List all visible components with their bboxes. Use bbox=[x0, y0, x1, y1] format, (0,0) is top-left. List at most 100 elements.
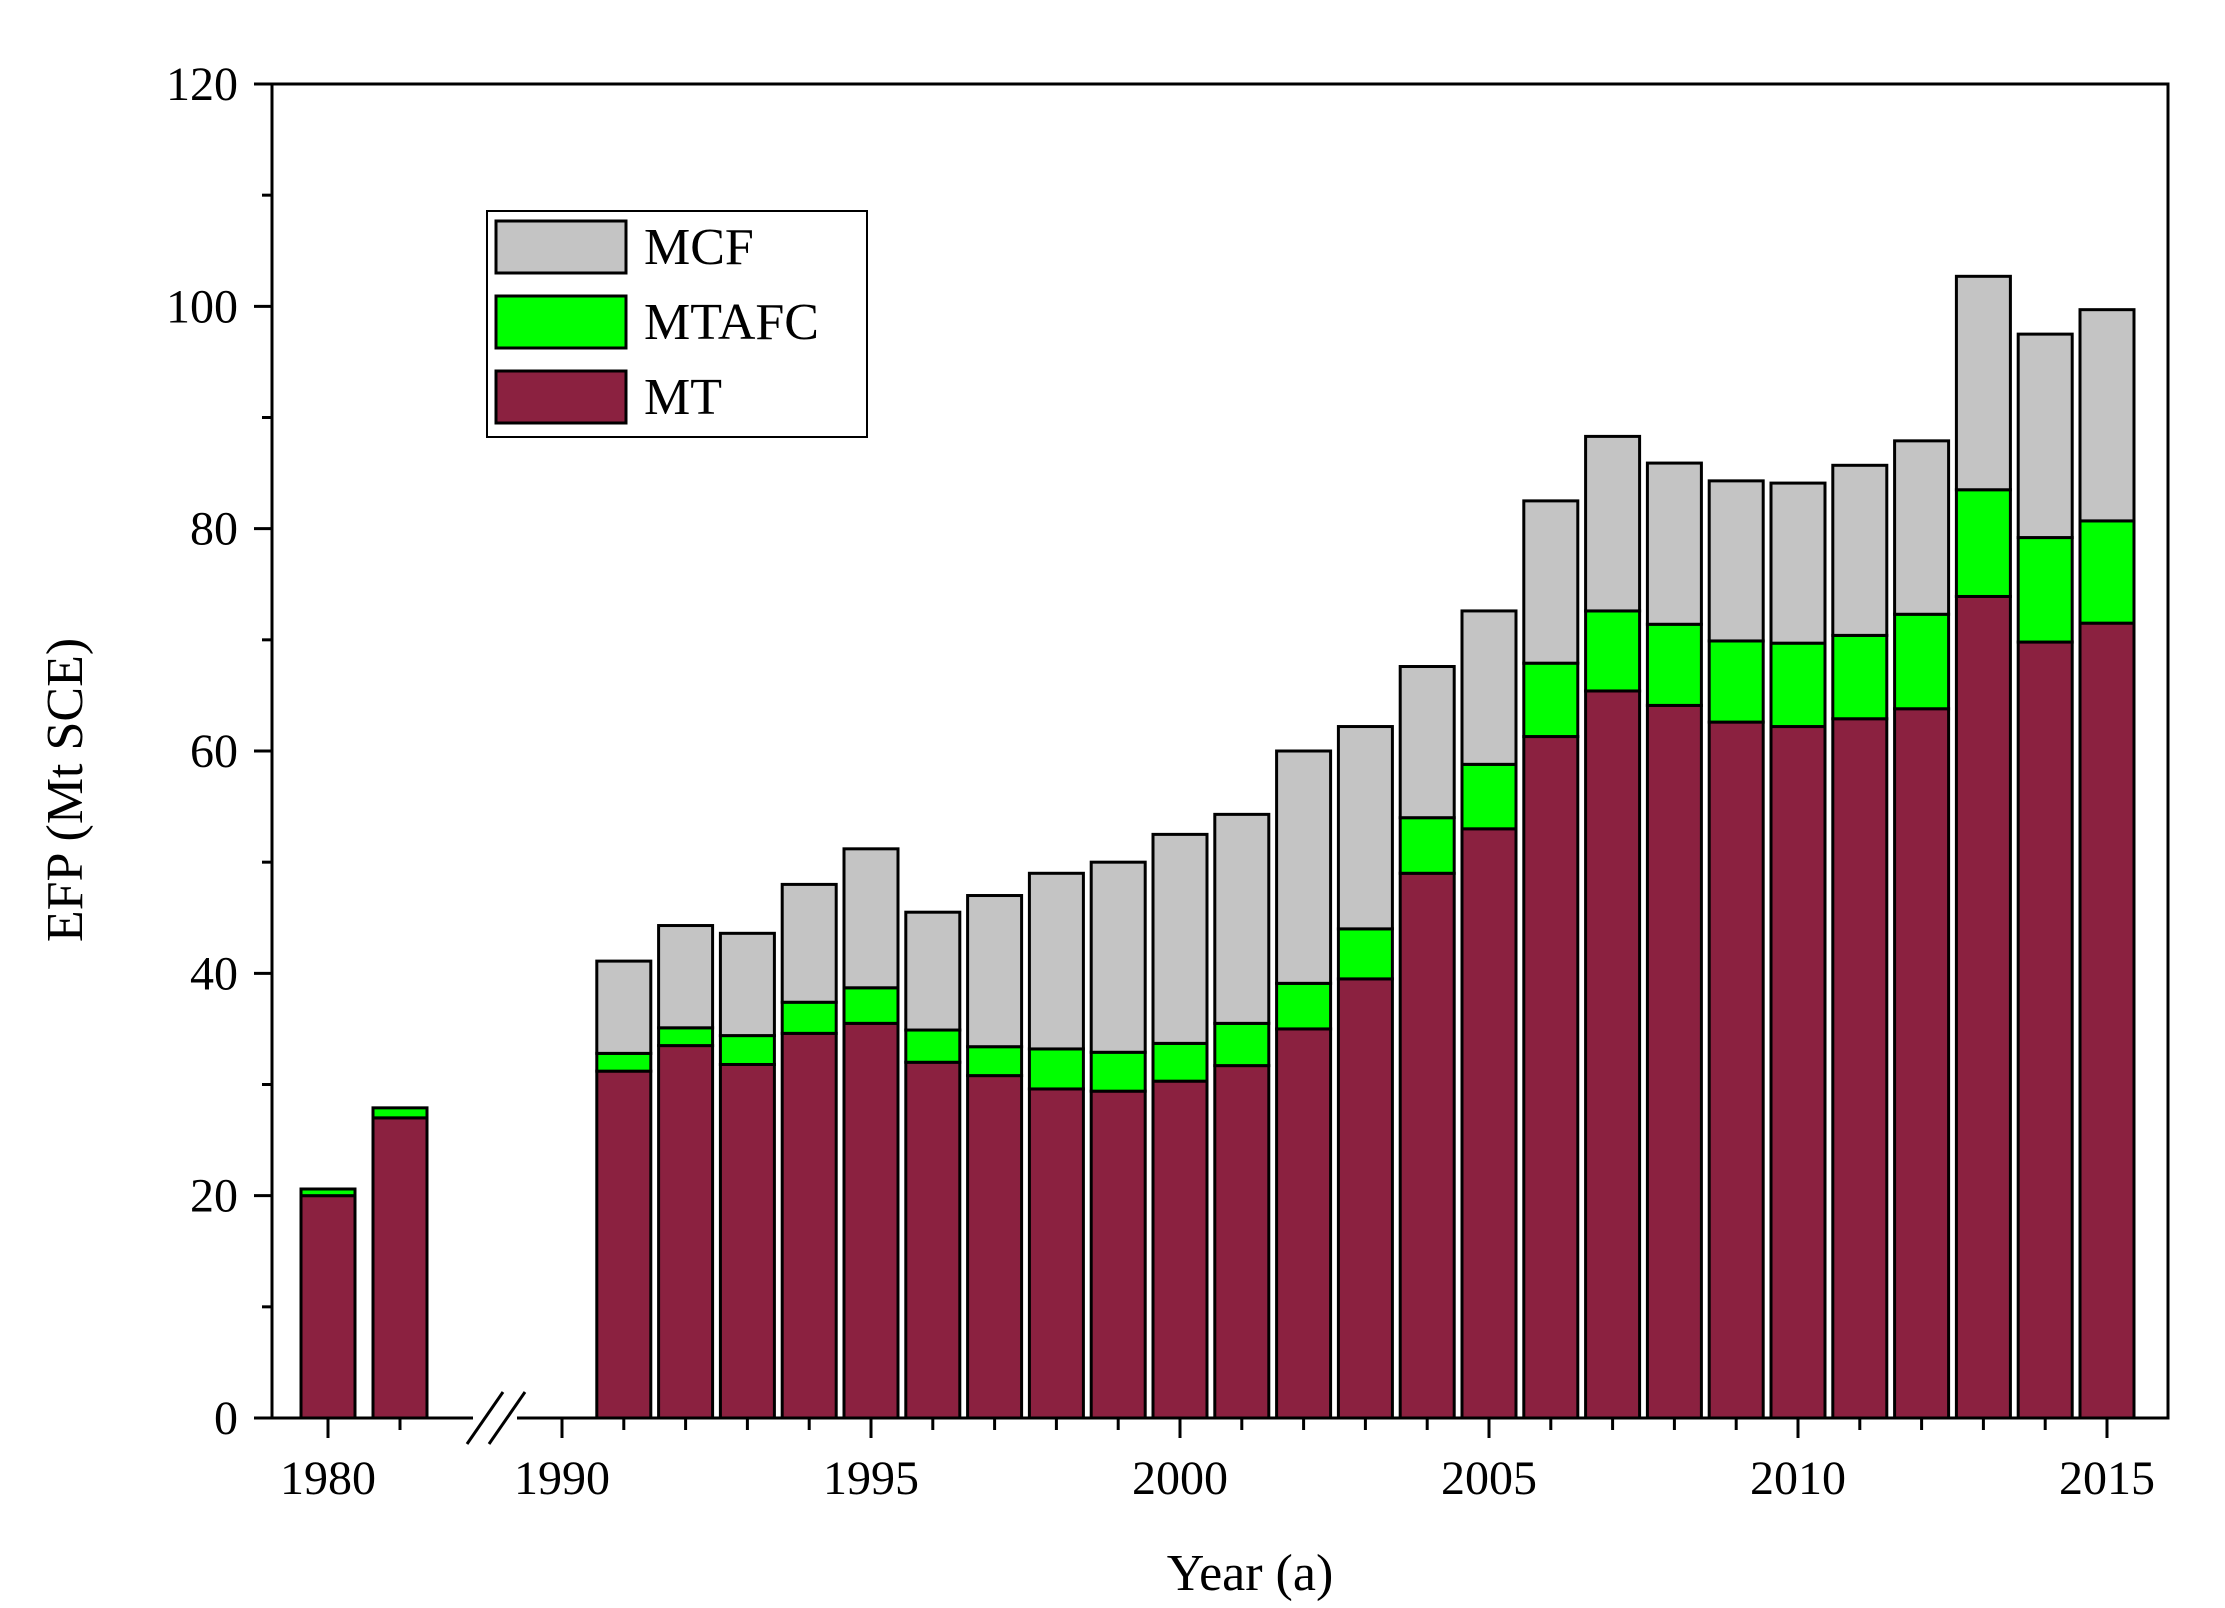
bar-mt-2004 bbox=[1398, 871, 1456, 1420]
bar-mtafc-1994 bbox=[780, 1000, 838, 1035]
bar-mtafc-2008 bbox=[1645, 622, 1703, 707]
bar-mcf-2015 bbox=[2078, 308, 2136, 523]
bar-mcf-2006 bbox=[1522, 499, 1580, 665]
bar-mtafc-1981 bbox=[371, 1106, 429, 1120]
bar-mcf-2002 bbox=[1275, 749, 1333, 985]
bar-mt-2014 bbox=[2016, 640, 2074, 1420]
x-tick-label-2005: 2005 bbox=[1441, 1452, 1537, 1505]
y-tick-label-80: 80 bbox=[190, 503, 238, 556]
bar-mtafc-2012 bbox=[1893, 612, 1951, 711]
x-tick-label-2010: 2010 bbox=[1750, 1452, 1846, 1505]
bar-mtafc-2003 bbox=[1336, 927, 1394, 981]
bar-mt-2005 bbox=[1460, 827, 1518, 1420]
x-tick-label-1980: 1980 bbox=[280, 1452, 376, 1505]
axis-break-mark-1 bbox=[465, 1391, 505, 1445]
bar-mt-1992 bbox=[657, 1044, 715, 1420]
bar-mt-2001 bbox=[1213, 1064, 1271, 1420]
bar-mtafc-2007 bbox=[1584, 609, 1642, 693]
axis-break-mark-2 bbox=[487, 1391, 527, 1445]
axes-layer: 0 20 40 60 80 100 120 1980 1990 1995 2000 2005 2010 2… bbox=[166, 58, 2170, 1505]
bar-mcf-1998 bbox=[1027, 871, 1085, 1051]
bar-mt-2008 bbox=[1645, 703, 1703, 1420]
bar-mt-2000 bbox=[1151, 1079, 1209, 1420]
bar-mtafc-1991 bbox=[595, 1051, 653, 1073]
legend-label-mtafc: MTAFC bbox=[644, 294, 819, 351]
bar-mt-1994 bbox=[780, 1031, 838, 1420]
bar-mt-1993 bbox=[718, 1062, 776, 1420]
bar-mcf-2005 bbox=[1460, 609, 1518, 766]
legend: MCF MTAFC MT bbox=[486, 210, 868, 438]
bar-mt-2010 bbox=[1769, 725, 1827, 1420]
bar-mtafc-2002 bbox=[1275, 981, 1333, 1031]
x-tick-label-1990: 1990 bbox=[514, 1452, 610, 1505]
bar-mcf-2007 bbox=[1584, 434, 1642, 613]
bar-mcf-1997 bbox=[966, 894, 1024, 1049]
bar-mcf-2014 bbox=[2016, 332, 2074, 540]
bar-mtafc-2009 bbox=[1707, 639, 1765, 724]
bar-mt-2007 bbox=[1584, 689, 1642, 1420]
bar-mcf-2010 bbox=[1769, 481, 1827, 645]
bar-mtafc-2006 bbox=[1522, 661, 1580, 739]
bar-mt-2006 bbox=[1522, 735, 1580, 1420]
bar-mcf-2008 bbox=[1645, 461, 1703, 626]
legend-label-mt: MT bbox=[644, 369, 722, 426]
bar-mtafc-2004 bbox=[1398, 816, 1456, 875]
y-tick-label-20: 20 bbox=[190, 1170, 238, 1223]
bar-mt-2011 bbox=[1831, 717, 1889, 1420]
bar-mt-1981 bbox=[371, 1116, 429, 1420]
bar-mtafc-2010 bbox=[1769, 641, 1827, 729]
bar-mcf-2004 bbox=[1398, 665, 1456, 820]
bar-mt-2015 bbox=[2078, 621, 2136, 1420]
bar-mtafc-1996 bbox=[904, 1028, 962, 1064]
bar-mcf-2011 bbox=[1831, 463, 1889, 637]
bar-mt-1999 bbox=[1089, 1089, 1147, 1420]
legend-swatch-mt bbox=[494, 369, 628, 425]
bar-mt-2002 bbox=[1275, 1027, 1333, 1420]
bar-mtafc-2005 bbox=[1460, 762, 1518, 831]
bar-mt-2013 bbox=[1954, 594, 2012, 1420]
bar-mt-1997 bbox=[966, 1074, 1024, 1420]
bar-mtafc-2000 bbox=[1151, 1041, 1209, 1083]
bar-mcf-1991 bbox=[595, 959, 653, 1055]
bar-mcf-2009 bbox=[1707, 479, 1765, 643]
y-axis-title: EFP (Mt SCE) bbox=[37, 638, 94, 942]
bar-mt-1996 bbox=[904, 1060, 962, 1420]
bar-mcf-1995 bbox=[842, 847, 900, 990]
bar-mtafc-2001 bbox=[1213, 1021, 1271, 1068]
bar-mcf-1992 bbox=[657, 924, 715, 1030]
bar-mcf-2003 bbox=[1336, 725, 1394, 931]
bar-mtafc-1995 bbox=[842, 986, 900, 1025]
bar-mcf-1994 bbox=[780, 882, 838, 1004]
bar-mtafc-1998 bbox=[1027, 1047, 1085, 1091]
bar-mtafc-2011 bbox=[1831, 633, 1889, 721]
bar-mcf-2001 bbox=[1213, 812, 1271, 1025]
legend-swatch-mcf bbox=[494, 219, 628, 275]
x-tick-label-2015: 2015 bbox=[2059, 1452, 2155, 1505]
x-tick-label-2000: 2000 bbox=[1132, 1452, 1228, 1505]
bar-mcf-2012 bbox=[1893, 439, 1951, 616]
bar-mcf-2000 bbox=[1151, 832, 1209, 1045]
bar-mtafc-2013 bbox=[1954, 488, 2012, 598]
bar-mtafc-1993 bbox=[718, 1034, 776, 1066]
bar-mtafc-2015 bbox=[2078, 519, 2136, 625]
y-tick-label-60: 60 bbox=[190, 725, 238, 778]
bar-mcf-1999 bbox=[1089, 860, 1147, 1054]
bars-layer bbox=[299, 274, 2136, 1420]
bar-mcf-2013 bbox=[1954, 274, 2012, 492]
legend-swatch-mtafc bbox=[494, 294, 628, 350]
bar-mtafc-1980 bbox=[299, 1187, 357, 1198]
bar-mt-1980 bbox=[299, 1194, 357, 1420]
bar-mtafc-1997 bbox=[966, 1045, 1024, 1078]
bar-mcf-1996 bbox=[904, 910, 962, 1032]
bar-mt-1998 bbox=[1027, 1087, 1085, 1420]
bar-mt-1991 bbox=[595, 1069, 653, 1420]
y-tick-label-120: 120 bbox=[166, 58, 238, 111]
bar-mtafc-2014 bbox=[2016, 536, 2074, 644]
x-axis-title: Year (a) bbox=[1167, 1545, 1334, 1602]
bar-mcf-1993 bbox=[718, 931, 776, 1038]
x-tick-label-1995: 1995 bbox=[823, 1452, 919, 1505]
bar-mt-2009 bbox=[1707, 720, 1765, 1420]
bar-mt-2003 bbox=[1336, 977, 1394, 1420]
bar-mt-1995 bbox=[842, 1021, 900, 1420]
bar-mtafc-1999 bbox=[1089, 1050, 1147, 1093]
